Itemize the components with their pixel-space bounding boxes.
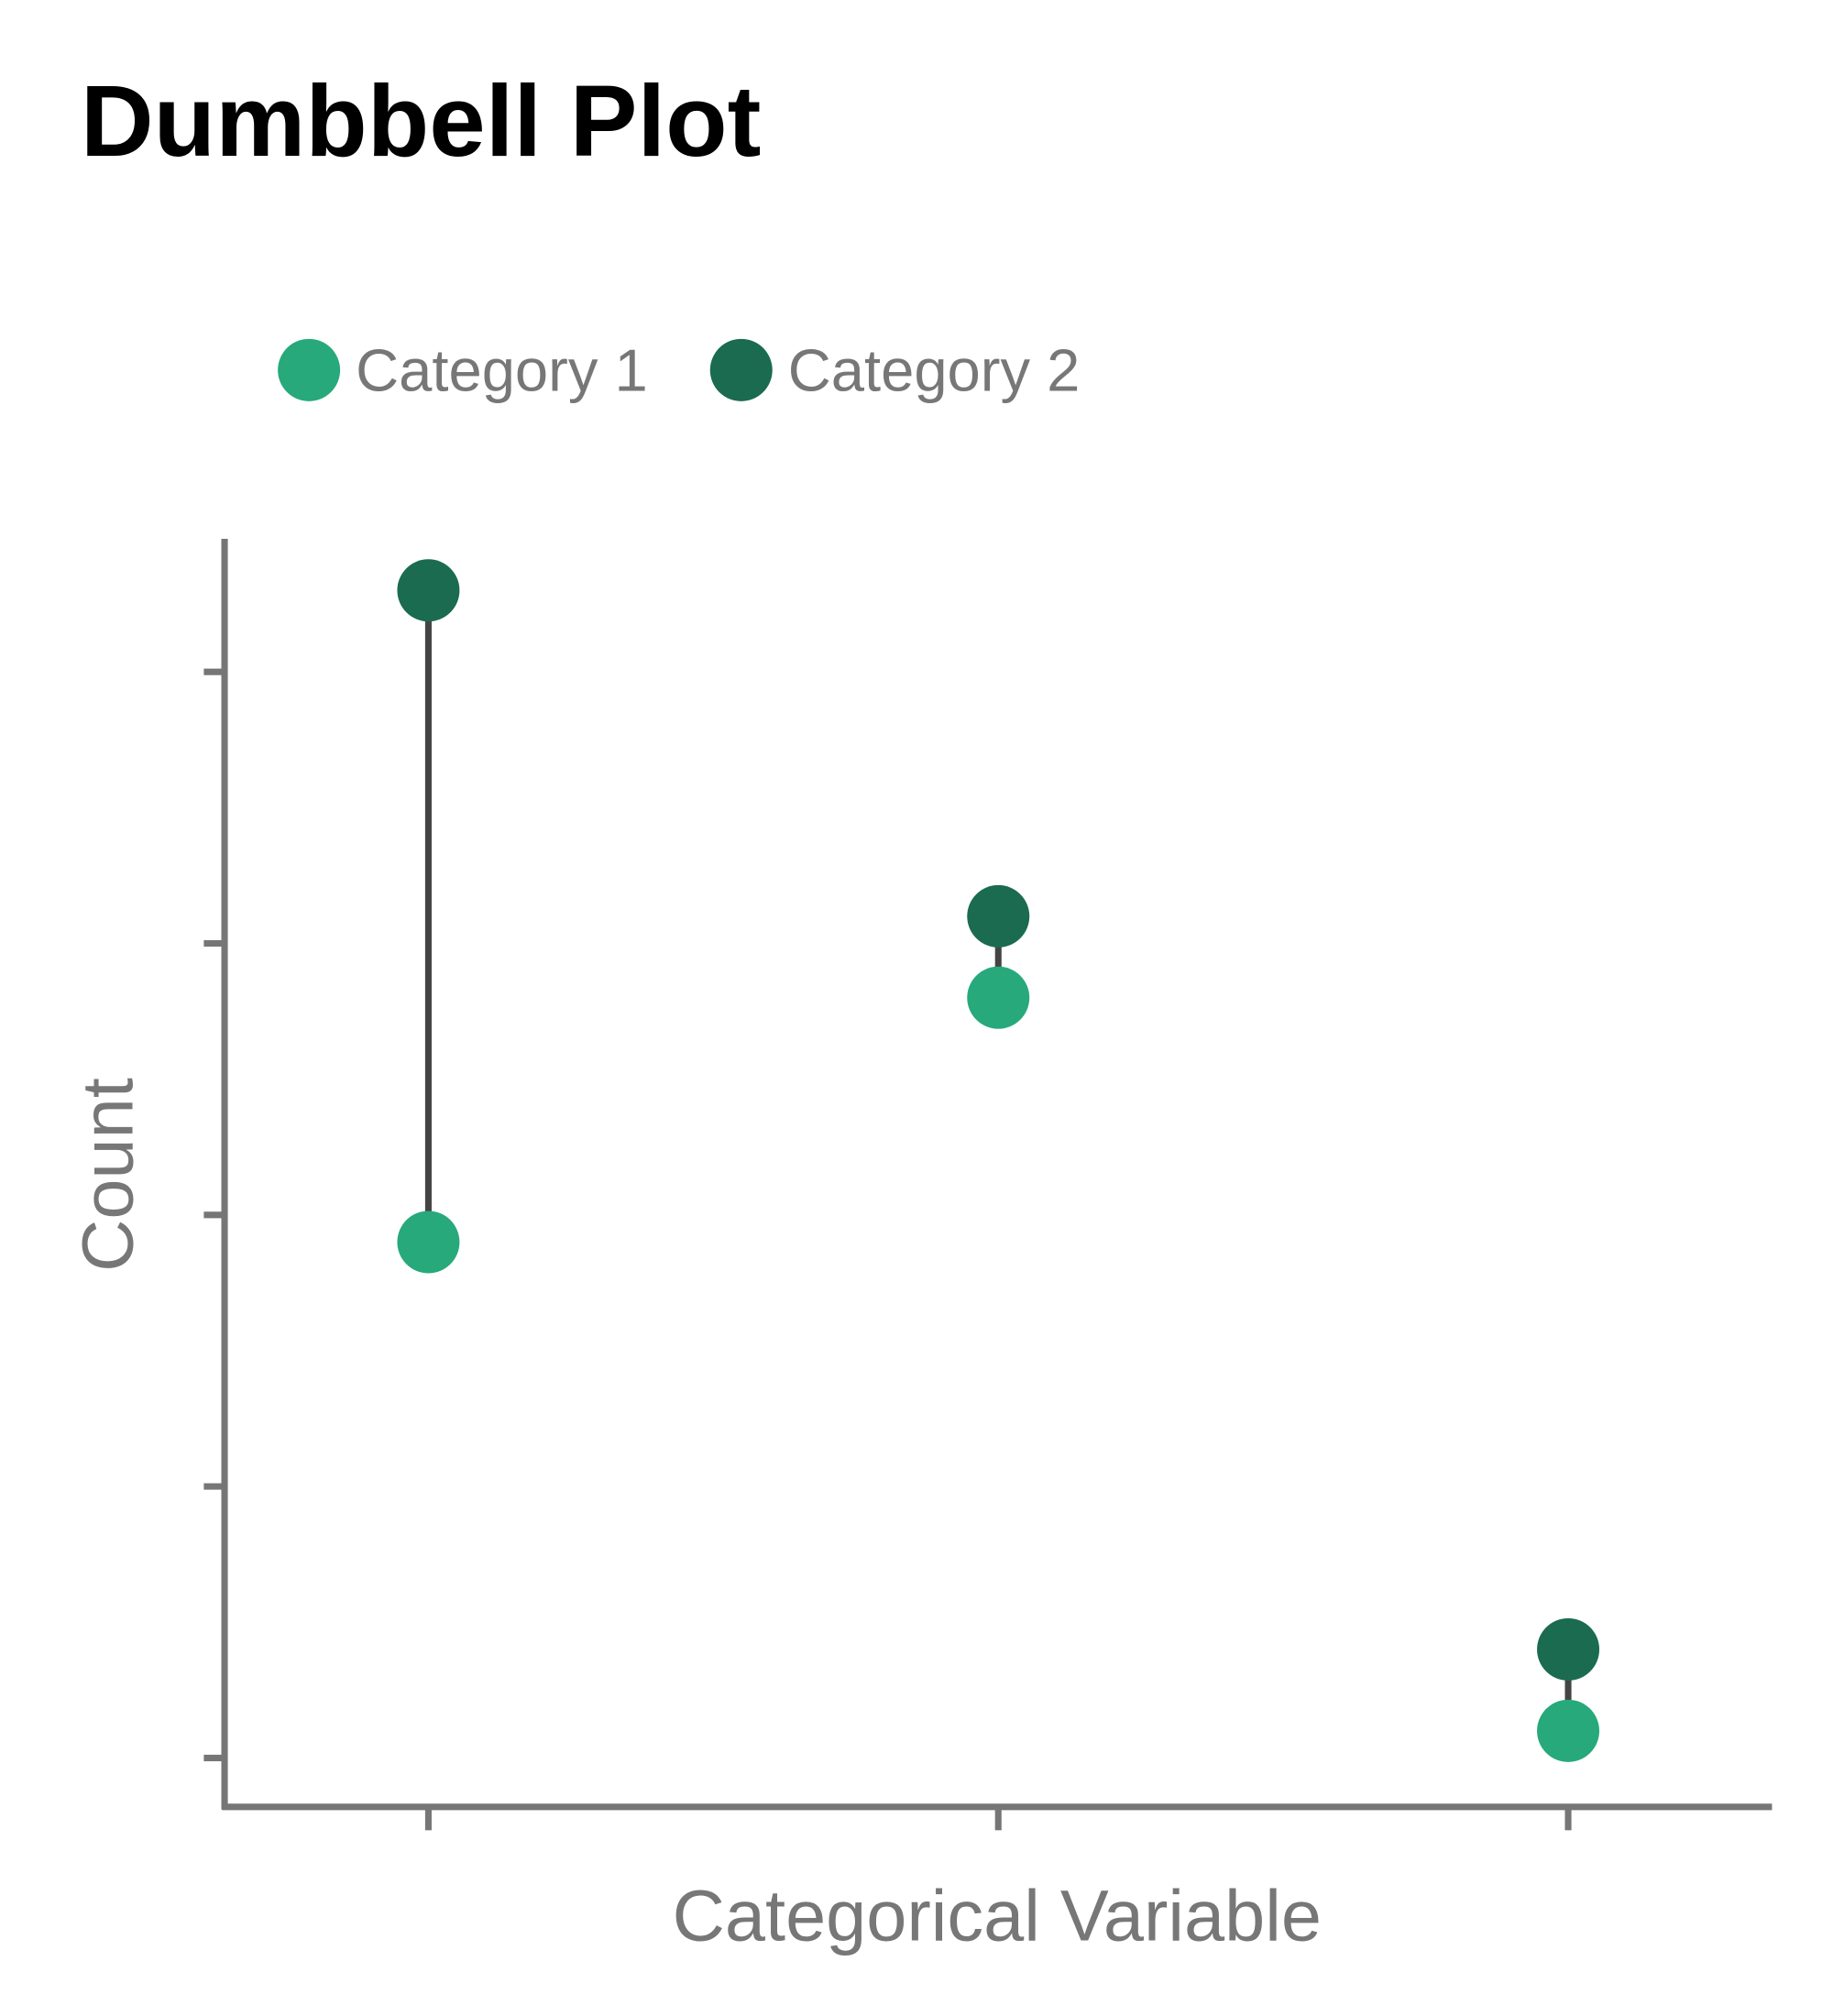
dot bbox=[1537, 1699, 1600, 1762]
x-axis-label: Categorical Variable bbox=[673, 1875, 1322, 1956]
legend-marker bbox=[709, 338, 773, 401]
dot bbox=[967, 884, 1030, 948]
dot bbox=[967, 966, 1030, 1029]
chart-title: Dumbbell Plot bbox=[81, 65, 762, 178]
legend-marker bbox=[278, 338, 341, 401]
legend-label: Category 1 bbox=[356, 336, 648, 403]
dot bbox=[1537, 1617, 1600, 1681]
dot bbox=[397, 1211, 460, 1274]
legend-label: Category 2 bbox=[788, 336, 1081, 403]
y-axis-label: Count bbox=[66, 1078, 148, 1272]
dot bbox=[397, 559, 460, 622]
